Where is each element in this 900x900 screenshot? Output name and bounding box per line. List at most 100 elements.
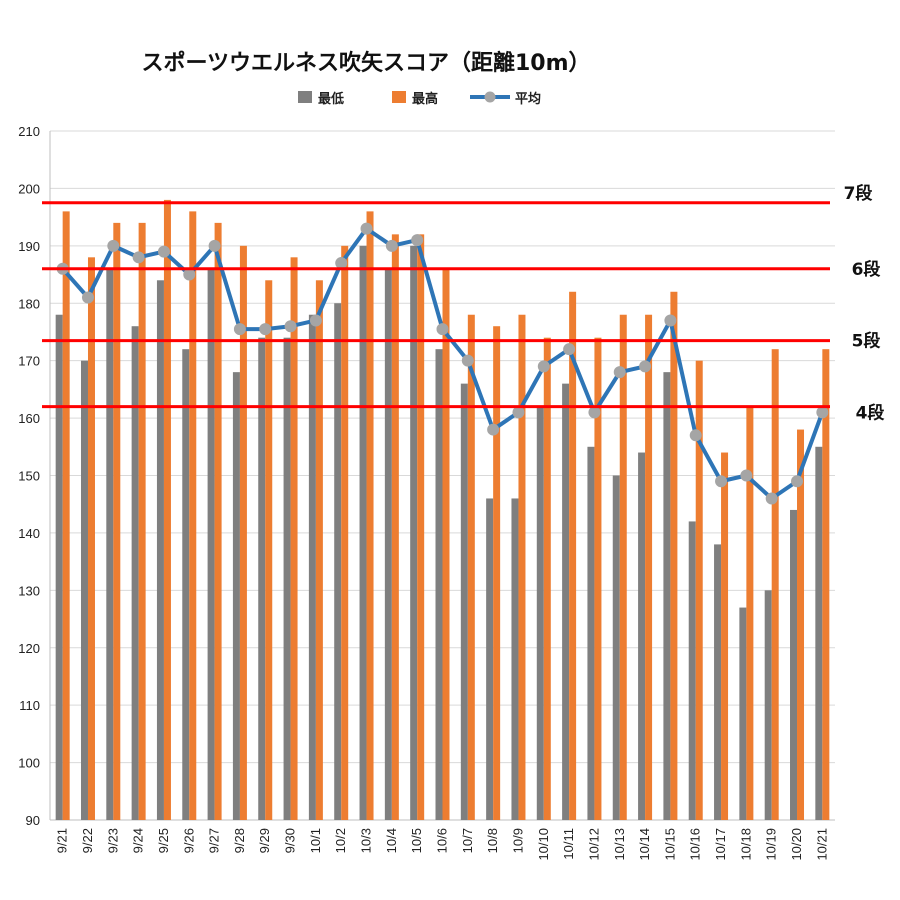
bar-min [790, 509, 798, 820]
bar-max [138, 222, 146, 820]
x-tick-label: 10/14 [637, 828, 652, 861]
bar-max [391, 234, 399, 821]
average-point [816, 406, 829, 419]
legend-swatch-avg-point [484, 91, 496, 103]
bar-max [214, 222, 222, 820]
bar-max [467, 314, 475, 820]
y-tick-label: 190 [18, 239, 40, 254]
x-tick-label: 9/23 [105, 828, 120, 853]
bar-min [587, 446, 595, 820]
bar-max [113, 222, 121, 820]
bar-min [106, 268, 114, 820]
rank-reference-lines: 7段 6段 5段 4段 [42, 183, 884, 424]
average-point [132, 251, 145, 264]
chart-title: スポーツウエルネス吹矢スコア（距離10m） [141, 50, 590, 76]
bar-min [663, 372, 671, 820]
average-point [183, 268, 196, 281]
bar-max [670, 291, 678, 820]
rank-label: 5段 [852, 331, 881, 352]
bar-min [511, 498, 519, 820]
x-tick-label: 10/4 [384, 828, 399, 853]
bar-min [536, 406, 544, 820]
x-tick-label: 9/21 [55, 828, 70, 853]
bar-max [771, 349, 779, 820]
average-point [107, 239, 120, 252]
average-point [284, 320, 297, 333]
x-tick-label: 10/3 [359, 828, 374, 853]
y-tick-label: 210 [18, 124, 40, 139]
bar-min [258, 337, 266, 820]
rank-label: 6段 [852, 259, 881, 280]
average-point [639, 360, 652, 373]
bar-max [87, 257, 95, 821]
x-tick-label: 10/7 [460, 828, 475, 853]
y-tick-label: 150 [18, 469, 40, 484]
bar-min [207, 268, 215, 820]
average-point [765, 492, 778, 505]
average-point [411, 234, 424, 247]
bar-max [366, 211, 374, 821]
bar-min [815, 446, 823, 820]
average-point [233, 323, 246, 336]
x-tick-label: 10/20 [789, 828, 804, 861]
y-tick-label: 180 [18, 296, 40, 311]
bar-max [518, 314, 526, 820]
bar-min [384, 268, 392, 820]
bar-max [695, 360, 703, 820]
bar-max [543, 337, 551, 820]
average-point [613, 366, 626, 379]
x-tick-label: 10/21 [814, 828, 829, 861]
legend-label-avg: 平均 [515, 91, 541, 107]
x-tick-label: 10/5 [409, 828, 424, 853]
average-point [512, 406, 525, 419]
bar-min [714, 544, 722, 820]
average-point [335, 257, 348, 270]
bar-max [341, 245, 349, 821]
average-point [689, 429, 702, 442]
average-point [740, 469, 753, 482]
y-tick-label: 110 [19, 698, 40, 713]
bar-max [315, 280, 323, 820]
bar-max [163, 199, 171, 820]
x-tick-label: 10/8 [485, 828, 500, 853]
bar-min [359, 245, 367, 821]
bar-min [283, 337, 291, 820]
x-tick-label: 10/16 [688, 828, 703, 861]
legend-swatch-max [392, 91, 406, 103]
x-tick-label: 9/29 [257, 828, 272, 853]
bar-min [460, 383, 468, 820]
legend-label-max: 最高 [412, 91, 438, 107]
bar-max [797, 429, 805, 820]
bar-min [486, 498, 494, 820]
average-point [461, 354, 474, 367]
y-axis-ticks: 90 100 110 120 130 140 150 160 170 180 190 200 210 [18, 124, 40, 828]
x-axis-ticks: 9/21 9/22 9/23 9/24 9/25 9/26 9/27 9/28 9/29 9/30… [55, 828, 830, 861]
bar-max [62, 211, 70, 821]
y-tick-label: 130 [18, 583, 40, 598]
y-tick-label: 120 [18, 641, 40, 656]
bar-max [746, 406, 754, 820]
average-point [436, 323, 449, 336]
bar-min [562, 383, 570, 820]
average-line [56, 222, 829, 505]
bar-max [265, 280, 273, 820]
x-tick-label: 9/30 [283, 828, 298, 853]
bar-max [442, 268, 450, 820]
bar-max [290, 257, 298, 821]
bar-min [739, 607, 747, 820]
x-tick-label: 9/28 [232, 828, 247, 853]
bar-max [189, 211, 197, 821]
x-tick-label: 10/10 [536, 828, 551, 861]
average-point [487, 423, 500, 436]
bar-min [688, 521, 696, 820]
average-point [537, 360, 550, 373]
x-tick-label: 10/18 [738, 828, 753, 861]
rank-label: 4段 [856, 403, 885, 424]
y-tick-label: 140 [18, 526, 40, 541]
bar-max [822, 349, 830, 820]
average-point [664, 314, 677, 327]
bar-max [239, 245, 247, 821]
bar-max [721, 452, 729, 820]
